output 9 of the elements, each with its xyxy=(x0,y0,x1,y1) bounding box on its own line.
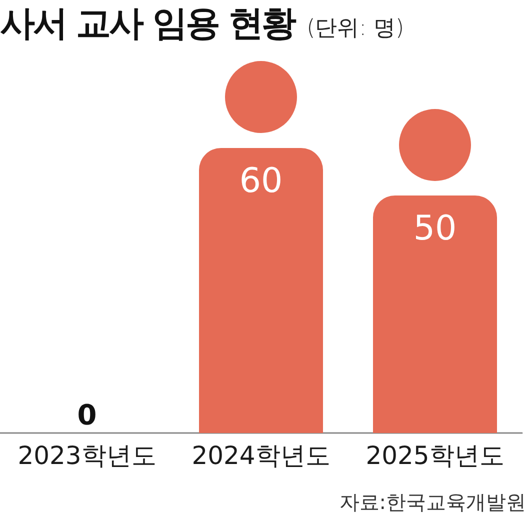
chart-title: 사서 교사 임용 현황 xyxy=(0,3,295,46)
data-label: 60 xyxy=(239,161,283,201)
chart-subtitle: (단위: 명) xyxy=(306,15,404,43)
x-tick-label: 2023학년도 xyxy=(18,441,156,470)
text: 자료:한국교육개발원 xyxy=(339,489,526,516)
x-tick-label: 2025학년도 xyxy=(366,441,504,470)
data-label: 0 xyxy=(77,398,97,432)
x-tick-label: 2024학년도 xyxy=(192,441,330,470)
data-label: 50 xyxy=(413,208,457,248)
